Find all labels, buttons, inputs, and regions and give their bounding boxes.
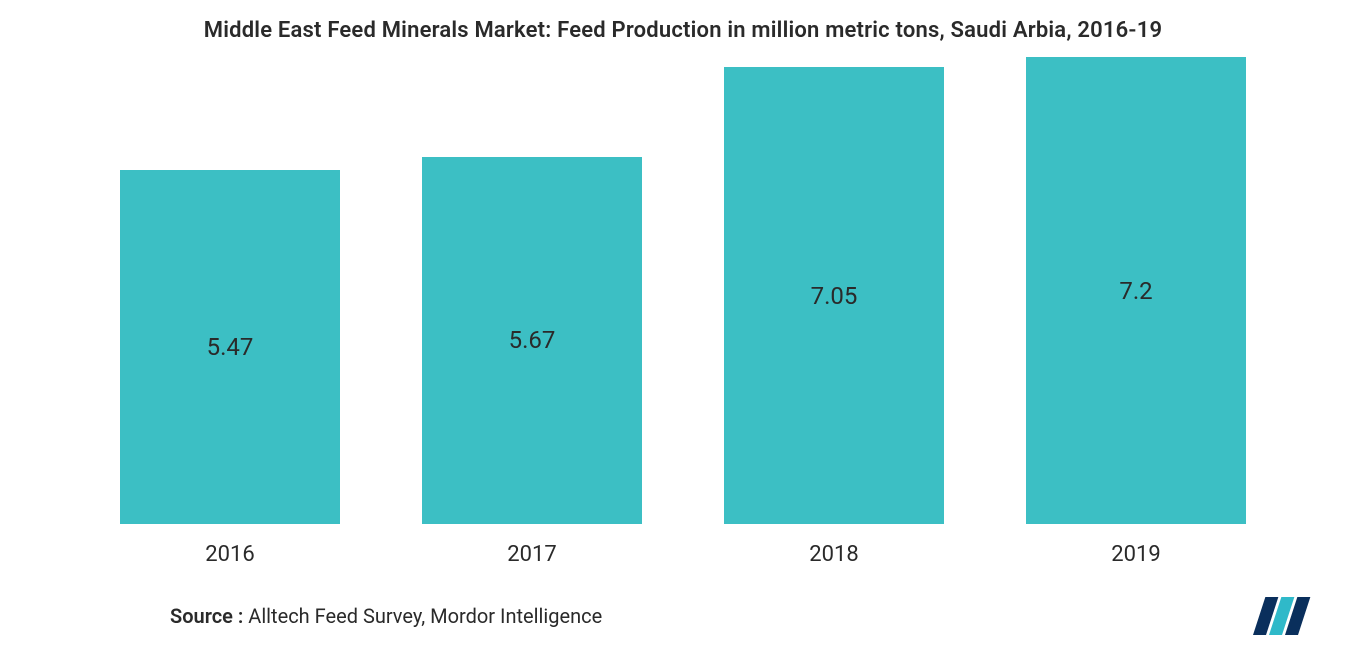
bar: 7.05 bbox=[724, 67, 944, 524]
bar-column: 7.05 2018 bbox=[724, 67, 944, 567]
bar-column: 7.2 2019 bbox=[1026, 57, 1246, 567]
bar-category-label: 2017 bbox=[507, 542, 556, 567]
bar-value-label: 5.67 bbox=[509, 326, 556, 354]
source-line: Source : Alltech Feed Survey, Mordor Int… bbox=[170, 604, 602, 628]
bar: 7.2 bbox=[1026, 57, 1246, 524]
bar-column: 5.47 2016 bbox=[120, 170, 340, 567]
bar-category-label: 2018 bbox=[809, 542, 858, 567]
chart-footer: Source : Alltech Feed Survey, Mordor Int… bbox=[170, 595, 1326, 637]
bar-value-label: 7.05 bbox=[811, 282, 858, 310]
source-text: Alltech Feed Survey, Mordor Intelligence bbox=[243, 604, 602, 628]
bar: 5.47 bbox=[120, 170, 340, 524]
bar-category-label: 2019 bbox=[1111, 542, 1160, 567]
bar-value-label: 5.47 bbox=[207, 333, 254, 361]
brand-logo bbox=[1248, 595, 1326, 637]
chart-title: Middle East Feed Minerals Market: Feed P… bbox=[40, 18, 1326, 43]
chart-plot-area: 5.47 2016 5.67 2017 7.05 2018 7.2 2019 bbox=[40, 81, 1326, 567]
chart-container: Middle East Feed Minerals Market: Feed P… bbox=[0, 0, 1366, 655]
bar: 5.67 bbox=[422, 157, 642, 524]
bar-category-label: 2016 bbox=[205, 542, 254, 567]
bars-row: 5.47 2016 5.67 2017 7.05 2018 7.2 2019 bbox=[40, 81, 1326, 567]
logo-icon bbox=[1248, 595, 1326, 637]
source-label: Source : bbox=[170, 604, 243, 628]
bar-value-label: 7.2 bbox=[1119, 277, 1152, 305]
bar-column: 5.67 2017 bbox=[422, 157, 642, 567]
